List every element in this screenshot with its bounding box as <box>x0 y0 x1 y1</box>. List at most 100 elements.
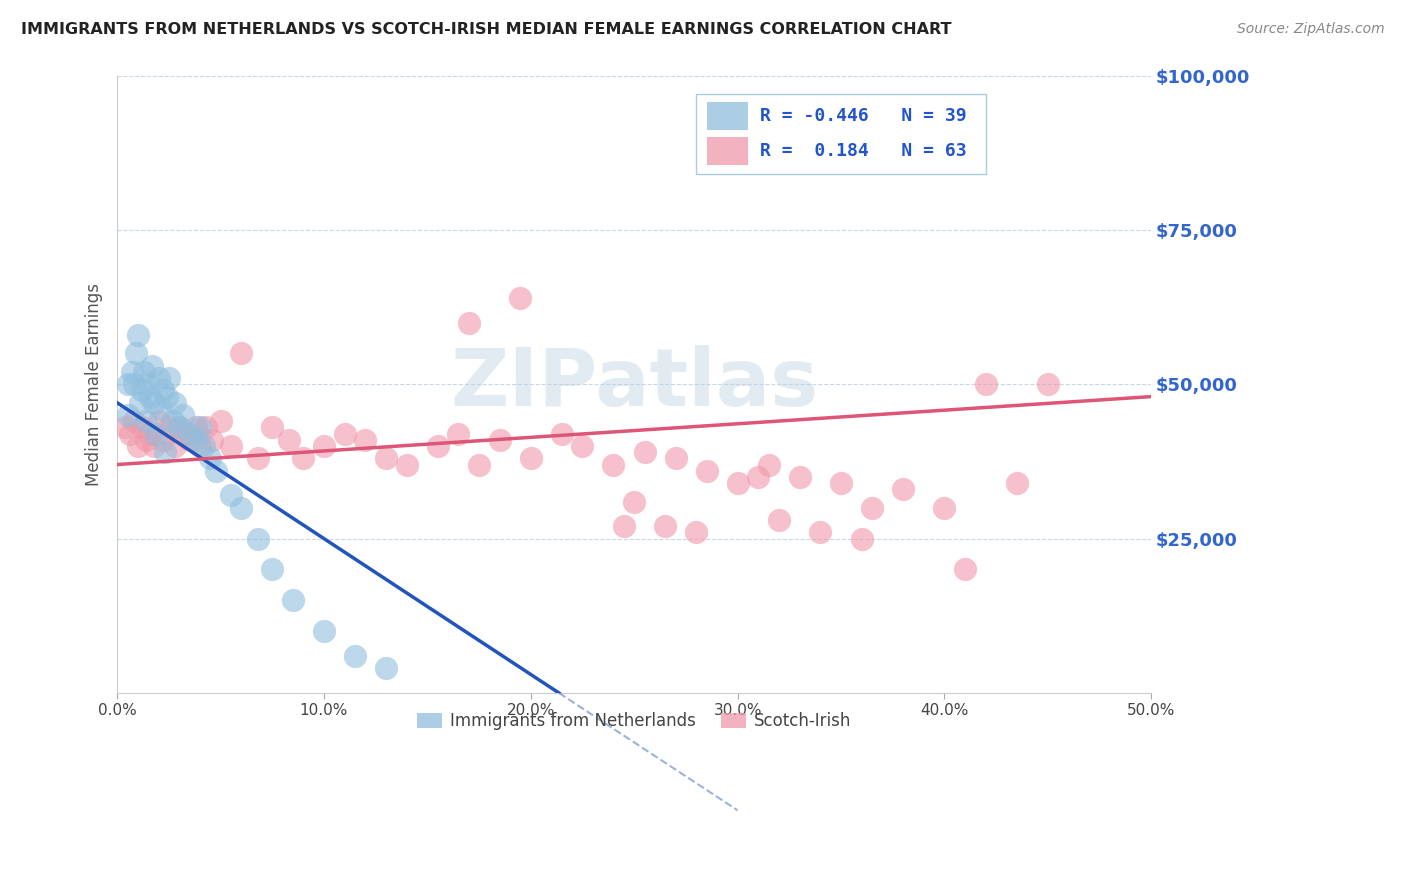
Point <box>118 426 141 441</box>
Point <box>121 365 143 379</box>
Point <box>143 396 166 410</box>
Point <box>633 445 655 459</box>
Point <box>685 525 707 540</box>
Point <box>125 346 148 360</box>
Text: IMMIGRANTS FROM NETHERLANDS VS SCOTCH-IRISH MEDIAN FEMALE EARNINGS CORRELATION C: IMMIGRANTS FROM NETHERLANDS VS SCOTCH-IR… <box>21 22 952 37</box>
Point <box>117 377 139 392</box>
Point <box>179 433 201 447</box>
Point <box>139 426 162 441</box>
Point <box>174 426 197 441</box>
Point <box>654 519 676 533</box>
Point <box>153 445 176 459</box>
Point <box>789 470 811 484</box>
Point <box>551 426 574 441</box>
Point <box>143 439 166 453</box>
Point <box>127 439 149 453</box>
Y-axis label: Median Female Earnings: Median Female Earnings <box>86 283 103 486</box>
Point <box>664 451 686 466</box>
Point <box>1005 476 1028 491</box>
Point <box>860 500 883 515</box>
Point <box>375 661 398 675</box>
Point <box>851 532 873 546</box>
Point <box>205 464 228 478</box>
Point <box>426 439 449 453</box>
Point <box>149 401 172 416</box>
Point <box>520 451 543 466</box>
Point <box>193 439 215 453</box>
Legend: Immigrants from Netherlands, Scotch-Irish: Immigrants from Netherlands, Scotch-Iris… <box>411 706 858 737</box>
Point <box>179 426 201 441</box>
Point <box>209 414 232 428</box>
Point <box>231 346 253 360</box>
Point <box>184 433 207 447</box>
Point <box>136 377 159 392</box>
Point <box>468 458 491 472</box>
Point <box>333 426 356 441</box>
Point <box>457 316 479 330</box>
Point <box>262 420 284 434</box>
Point <box>114 420 136 434</box>
Point <box>195 420 218 434</box>
Point <box>509 291 531 305</box>
Point <box>623 494 645 508</box>
Point <box>152 433 174 447</box>
Point <box>122 377 145 392</box>
Point <box>188 439 211 453</box>
Text: Source: ZipAtlas.com: Source: ZipAtlas.com <box>1237 22 1385 37</box>
Point <box>167 420 190 434</box>
Point <box>172 408 194 422</box>
Point <box>156 390 179 404</box>
Point <box>262 562 284 576</box>
Point <box>127 327 149 342</box>
Point <box>165 396 187 410</box>
Point <box>145 426 167 441</box>
Point <box>231 500 253 515</box>
Point <box>131 384 153 398</box>
Point <box>141 359 163 373</box>
Point <box>934 500 956 515</box>
Point <box>312 439 335 453</box>
Point <box>758 458 780 472</box>
Point <box>395 458 418 472</box>
Text: ZIPatlas: ZIPatlas <box>450 345 818 423</box>
Point <box>571 439 593 453</box>
Point <box>974 377 997 392</box>
Point <box>312 624 335 639</box>
Point <box>152 384 174 398</box>
Point <box>167 420 190 434</box>
Point <box>135 414 157 428</box>
Point <box>246 532 269 546</box>
Point <box>613 519 636 533</box>
Point <box>747 470 769 484</box>
Point <box>188 420 211 434</box>
Point <box>184 420 207 434</box>
Point <box>162 414 184 428</box>
Point <box>292 451 315 466</box>
Point <box>132 365 155 379</box>
Point <box>219 488 242 502</box>
Point <box>891 482 914 496</box>
Point <box>830 476 852 491</box>
Point <box>343 648 366 663</box>
Point <box>148 414 170 428</box>
Point <box>808 525 831 540</box>
Point <box>246 451 269 466</box>
Point <box>139 390 162 404</box>
Point <box>354 433 377 447</box>
Point <box>1036 377 1059 392</box>
Point <box>488 433 510 447</box>
Point <box>447 426 470 441</box>
Text: R =  0.184   N = 63: R = 0.184 N = 63 <box>761 142 967 160</box>
Point <box>165 439 187 453</box>
Point <box>768 513 790 527</box>
Point <box>117 408 139 422</box>
Point <box>157 371 180 385</box>
Point <box>375 451 398 466</box>
Point <box>696 464 718 478</box>
Bar <box>707 103 748 130</box>
Point <box>131 420 153 434</box>
Point <box>200 451 222 466</box>
Point <box>953 562 976 576</box>
Point <box>727 476 749 491</box>
FancyBboxPatch shape <box>696 94 986 174</box>
